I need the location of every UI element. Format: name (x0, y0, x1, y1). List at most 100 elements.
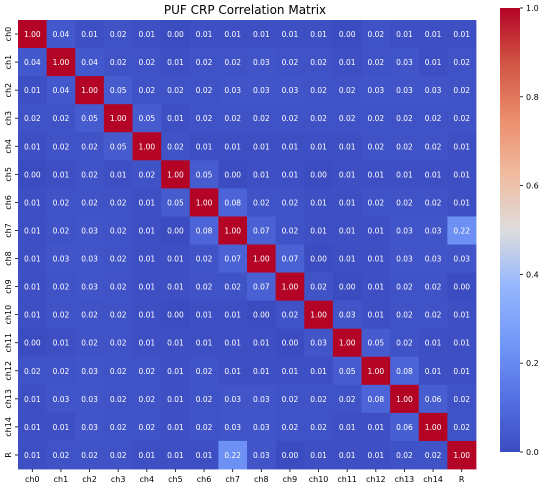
cell-value-3-7: 0.02 (224, 114, 241, 123)
heatmap-cell-10-6 (189, 300, 219, 330)
heatmap-cell-10-4 (132, 300, 162, 330)
heatmap-cell-6-15 (447, 188, 477, 217)
heatmap-cell-2-4 (132, 76, 162, 105)
heatmap-cell-8-7 (218, 244, 248, 273)
cell-value-3-2: 0.05 (81, 114, 98, 123)
heatmap-cell-2-13 (390, 76, 420, 105)
y-tick-label: ch11 (4, 333, 13, 353)
cell-value-13-0: 0.01 (24, 395, 41, 404)
heatmap-cell-1-9 (275, 48, 305, 77)
y-tick-label: ch1 (4, 55, 13, 70)
cell-value-0-12: 0.02 (367, 30, 384, 39)
cell-value-8-13: 0.03 (396, 255, 413, 264)
cell-value-7-4: 0.01 (138, 226, 155, 235)
cell-value-6-13: 0.02 (396, 198, 413, 207)
heatmap-cell-11-13 (390, 328, 420, 358)
heatmap-cell-4-1 (46, 132, 76, 161)
cell-value-13-10: 0.02 (310, 395, 327, 404)
cell-value-5-7: 0.00 (224, 170, 241, 179)
cell-value-3-11: 0.02 (339, 114, 356, 123)
heatmap-cell-4-13 (390, 132, 420, 161)
cell-value-4-5: 0.02 (167, 142, 184, 151)
heatmap-cell-3-12 (361, 104, 391, 133)
cell-value-7-1: 0.02 (53, 226, 70, 235)
heatmap-cell-15-10 (304, 440, 334, 470)
cell-value-0-13: 0.01 (396, 30, 413, 39)
heatmap-cells (18, 20, 477, 470)
heatmap-cell-3-15 (447, 104, 477, 133)
cell-value-15-15: 1.00 (453, 451, 470, 460)
heatmap-cell-14-2 (75, 412, 105, 442)
cell-value-12-15: 0.01 (453, 367, 470, 376)
heatmap-cell-8-15 (447, 244, 477, 273)
cell-value-14-12: 0.01 (367, 423, 384, 432)
cell-value-2-6: 0.02 (196, 86, 213, 95)
cell-value-14-6: 0.02 (196, 423, 213, 432)
cell-value-10-13: 0.02 (396, 311, 413, 320)
heatmap-cell-5-15 (447, 160, 477, 189)
heatmap-cell-14-1 (46, 412, 76, 442)
y-tick-label: ch12 (4, 361, 13, 381)
heatmap-cell-9-6 (189, 272, 219, 302)
cell-value-14-13: 0.06 (396, 423, 413, 432)
cell-value-14-0: 0.01 (24, 423, 41, 432)
cell-value-11-6: 0.01 (196, 339, 213, 348)
heatmap-cell-15-15 (447, 440, 477, 470)
heatmap-cell-11-7 (218, 328, 248, 358)
heatmap-cell-0-2 (75, 20, 105, 49)
heatmap-cell-0-8 (247, 20, 277, 49)
heatmap-cell-6-9 (275, 188, 305, 217)
heatmap-cell-1-10 (304, 48, 334, 77)
cell-value-14-15: 0.02 (453, 423, 470, 432)
cell-value-12-5: 0.01 (167, 367, 184, 376)
cell-value-6-0: 0.01 (24, 198, 41, 207)
heatmap-cell-14-5 (161, 412, 191, 442)
cell-value-7-13: 0.03 (396, 226, 413, 235)
heatmap-cell-12-10 (304, 356, 334, 386)
heatmap-cell-8-6 (189, 244, 219, 273)
cell-value-0-15: 0.01 (453, 30, 470, 39)
cell-value-11-10: 0.03 (310, 339, 327, 348)
cell-value-4-12: 0.02 (367, 142, 384, 151)
cell-value-4-8: 0.01 (253, 142, 270, 151)
cell-value-5-13: 0.01 (396, 170, 413, 179)
x-tick-label: ch13 (395, 475, 415, 484)
heatmap-cell-12-15 (447, 356, 477, 386)
cell-value-9-9: 1.00 (282, 283, 299, 292)
cell-value-10-2: 0.02 (81, 311, 98, 320)
cell-value-13-12: 0.08 (367, 395, 384, 404)
heatmap-cell-0-12 (361, 20, 391, 49)
heatmap-cell-6-11 (332, 188, 362, 217)
cell-value-15-12: 0.01 (367, 451, 384, 460)
cell-value-4-6: 0.01 (196, 142, 213, 151)
cell-value-9-10: 0.02 (310, 283, 327, 292)
heatmap-cell-1-12 (361, 48, 391, 77)
heatmap-cell-3-0 (18, 104, 48, 133)
heatmap-cell-10-2 (75, 300, 105, 330)
cell-value-8-8: 1.00 (253, 255, 270, 264)
heatmap-cell-0-13 (390, 20, 420, 49)
heatmap-cell-8-9 (275, 244, 305, 273)
cell-value-13-14: 0.06 (425, 395, 442, 404)
heatmap-cell-8-2 (75, 244, 105, 273)
cell-value-12-1: 0.02 (53, 367, 70, 376)
heatmap-cell-4-6 (189, 132, 219, 161)
cell-value-11-12: 0.05 (367, 339, 384, 348)
heatmap-cell-0-14 (418, 20, 448, 49)
cell-value-7-8: 0.07 (253, 226, 270, 235)
heatmap-cell-1-3 (103, 48, 133, 77)
heatmap-cell-13-6 (189, 384, 219, 414)
heatmap-cell-14-9 (275, 412, 305, 442)
heatmap-cell-6-6 (189, 188, 219, 217)
cell-value-8-6: 0.02 (196, 255, 213, 264)
cell-value-11-14: 0.01 (425, 339, 442, 348)
cell-value-13-15: 0.02 (453, 395, 470, 404)
cell-value-10-4: 0.01 (138, 311, 155, 320)
heatmap-cell-13-10 (304, 384, 334, 414)
cell-value-10-6: 0.01 (196, 311, 213, 320)
heatmap-cell-2-12 (361, 76, 391, 105)
cell-value-7-14: 0.03 (425, 226, 442, 235)
heatmap-cell-9-15 (447, 272, 477, 302)
heatmap-cell-0-7 (218, 20, 248, 49)
heatmap-cell-0-3 (103, 20, 133, 49)
